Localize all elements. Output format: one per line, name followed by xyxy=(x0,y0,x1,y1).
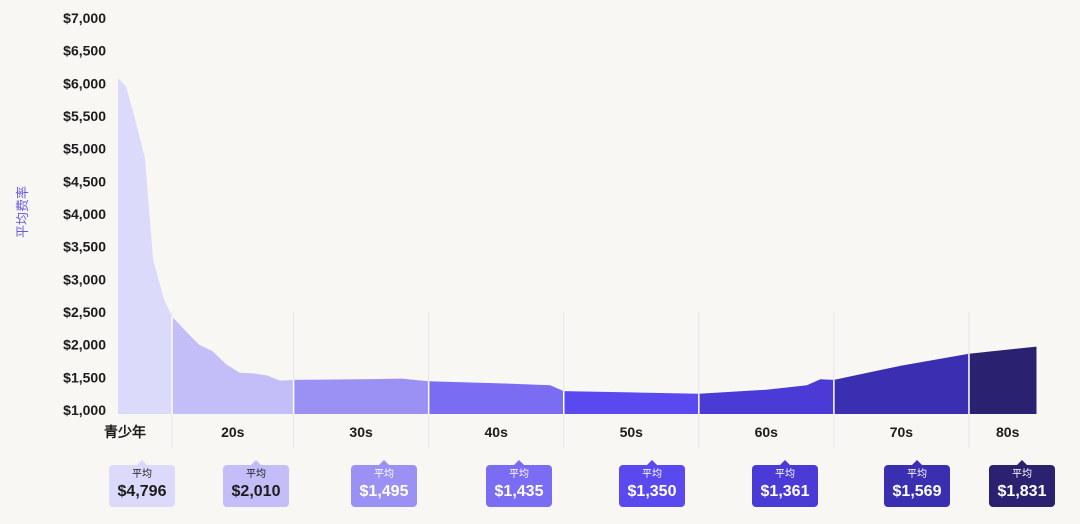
x-category-label: 30s xyxy=(349,424,373,440)
average-label: 平均 xyxy=(775,469,795,480)
area-band xyxy=(293,378,429,414)
area-band xyxy=(968,346,1037,414)
y-tick-label: $5,500 xyxy=(63,108,106,124)
y-tick-label: $1,500 xyxy=(63,369,106,385)
average-label: 平均 xyxy=(907,469,927,480)
average-value: $1,495 xyxy=(359,483,409,500)
average-label: 平均 xyxy=(642,469,662,480)
y-axis-label: 平均费率 xyxy=(15,186,31,238)
x-category-label: 20s xyxy=(221,424,245,440)
area-series xyxy=(118,78,1037,414)
x-category-label: 50s xyxy=(620,424,644,440)
y-axis-ticks: $7,000 $6,500 $6,000 $5,500 $5,000 $4,500 $4,0… xyxy=(63,10,106,418)
average-label: 平均 xyxy=(509,469,529,480)
average-label: 平均 xyxy=(1012,469,1032,480)
average-card: 平均 $2,010 xyxy=(223,460,289,507)
average-card: 平均 $4,796 xyxy=(109,460,175,507)
area-band xyxy=(118,78,173,414)
average-card: 平均 $1,435 xyxy=(486,460,552,507)
y-tick-label: $6,500 xyxy=(63,43,106,59)
average-value: $2,010 xyxy=(231,483,281,500)
y-tick-label: $5,000 xyxy=(63,141,106,157)
area-band xyxy=(428,381,564,414)
y-tick-label: $2,500 xyxy=(63,304,106,320)
average-card: 平均 $1,569 xyxy=(884,460,950,507)
average-card: 平均 $1,350 xyxy=(619,460,685,507)
area-band xyxy=(833,353,969,414)
y-tick-label: $7,000 xyxy=(63,10,106,26)
band-dividers xyxy=(171,316,970,414)
average-value: $1,435 xyxy=(494,483,544,500)
x-category-label: 60s xyxy=(755,424,779,440)
y-tick-label: $6,000 xyxy=(63,75,106,91)
average-label: 平均 xyxy=(132,469,152,480)
x-category-label: 青少年 xyxy=(104,424,146,440)
average-value: $1,350 xyxy=(627,483,677,500)
average-card: 平均 $1,495 xyxy=(351,460,417,507)
y-tick-label: $2,000 xyxy=(63,337,106,353)
y-tick-label: $3,500 xyxy=(63,239,106,255)
x-category-label: 70s xyxy=(890,424,914,440)
x-axis-categories: 青少年 20s 30s 40s 50s 60s 70s 80s xyxy=(104,424,1020,440)
y-tick-label: $4,000 xyxy=(63,206,106,222)
average-value: $1,831 xyxy=(997,483,1047,500)
x-category-label: 40s xyxy=(485,424,509,440)
area-band xyxy=(563,391,699,414)
chart: $7,000 $6,500 $6,000 $5,500 $5,000 $4,500 $4,0… xyxy=(15,10,1037,448)
average-card: 平均 $1,361 xyxy=(752,460,818,507)
average-value: $4,796 xyxy=(117,483,167,500)
average-card: 平均 $1,831 xyxy=(989,460,1055,507)
area-band xyxy=(172,316,294,414)
y-tick-label: $3,000 xyxy=(63,271,106,287)
average-value: $1,361 xyxy=(760,483,810,500)
average-label: 平均 xyxy=(374,469,394,480)
average-value: $1,569 xyxy=(892,483,942,500)
y-tick-label: $4,500 xyxy=(63,173,106,189)
average-label: 平均 xyxy=(246,469,266,480)
y-tick-label: $1,000 xyxy=(63,402,106,418)
area-band xyxy=(698,379,834,414)
x-category-label: 80s xyxy=(996,424,1020,440)
